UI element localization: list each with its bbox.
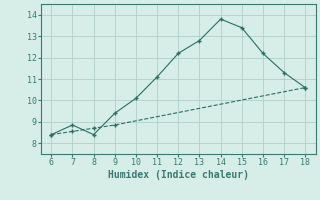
X-axis label: Humidex (Indice chaleur): Humidex (Indice chaleur) (108, 170, 249, 180)
